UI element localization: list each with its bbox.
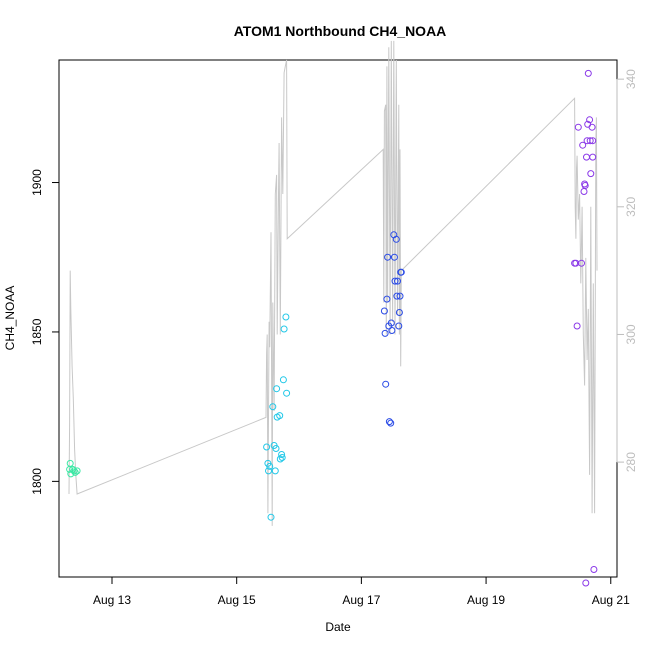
data-point [387,319,395,327]
data-point [265,467,272,475]
data-point [266,462,274,470]
data-point [263,443,271,451]
x-tick-label: Aug 17 [342,593,380,607]
data-point [383,295,391,303]
data-point [282,313,290,321]
x-tick-label: Aug 21 [592,593,630,607]
y-axis: 1800 1850 1900 [30,169,60,495]
data-point [578,259,585,267]
data-point [279,376,287,384]
x-tick-label: Aug 19 [467,593,505,607]
data-point [385,418,393,426]
data-point [573,322,581,330]
x-tick-label: Aug 13 [93,593,131,607]
data-point [582,579,590,587]
data-point [589,153,597,161]
y2-tick-label: 340 [624,69,638,89]
y-tick-label: 1800 [30,468,44,495]
data-point [273,385,281,393]
data-point [66,459,74,467]
data-point [382,380,390,388]
data-point [387,419,395,427]
data-point [390,253,398,261]
data-point [584,69,592,77]
data-point [71,468,79,476]
data-point [392,235,400,243]
altitude-line-layer [68,40,598,526]
data-point [581,182,589,189]
altitude-line [68,40,598,526]
y-tick-label: 1900 [30,169,44,196]
data-point [574,123,582,131]
data-points-layer [66,69,598,587]
y2-tick-label: 320 [624,196,638,216]
chart-title: ATOM1 Northbound CH4_NOAA [234,23,447,39]
data-point [393,292,401,300]
data-point [394,277,401,285]
data-point [283,389,291,397]
data-point [276,412,284,420]
data-point [589,137,597,145]
data-point [397,268,405,276]
data-point [70,467,78,475]
data-point [586,116,594,124]
data-point [272,445,280,452]
y2-axis: 280 300 320 340 [616,69,638,472]
data-point [278,454,286,461]
data-point [586,137,594,145]
data-point [580,188,588,195]
data-point [396,292,404,300]
data-point [267,513,275,521]
data-point [278,451,286,458]
data-point [391,277,399,285]
y-axis-label: CH4_NOAA [3,286,17,351]
data-point [388,327,396,334]
x-axis-label: Date [325,620,351,634]
data-point [590,566,598,573]
data-point [381,329,389,337]
x-axis: Aug 13 Aug 15 Aug 17 Aug 19 Aug 21 [93,576,630,607]
data-point [280,325,288,333]
data-point [73,467,81,475]
data-point [395,309,403,316]
data-point [384,253,392,261]
data-point [269,403,277,411]
data-point [271,467,279,475]
y2-tick-label: 280 [624,452,638,472]
data-point [276,455,284,463]
data-point [395,322,403,330]
y-tick-label: 1850 [30,318,44,345]
data-point [583,153,590,161]
y2-tick-label: 300 [624,324,638,344]
data-point [380,307,388,315]
plot-area [58,59,618,578]
data-point [587,170,595,178]
data-point [588,123,596,131]
data-point [579,141,587,149]
x-tick-label: Aug 15 [218,593,256,607]
